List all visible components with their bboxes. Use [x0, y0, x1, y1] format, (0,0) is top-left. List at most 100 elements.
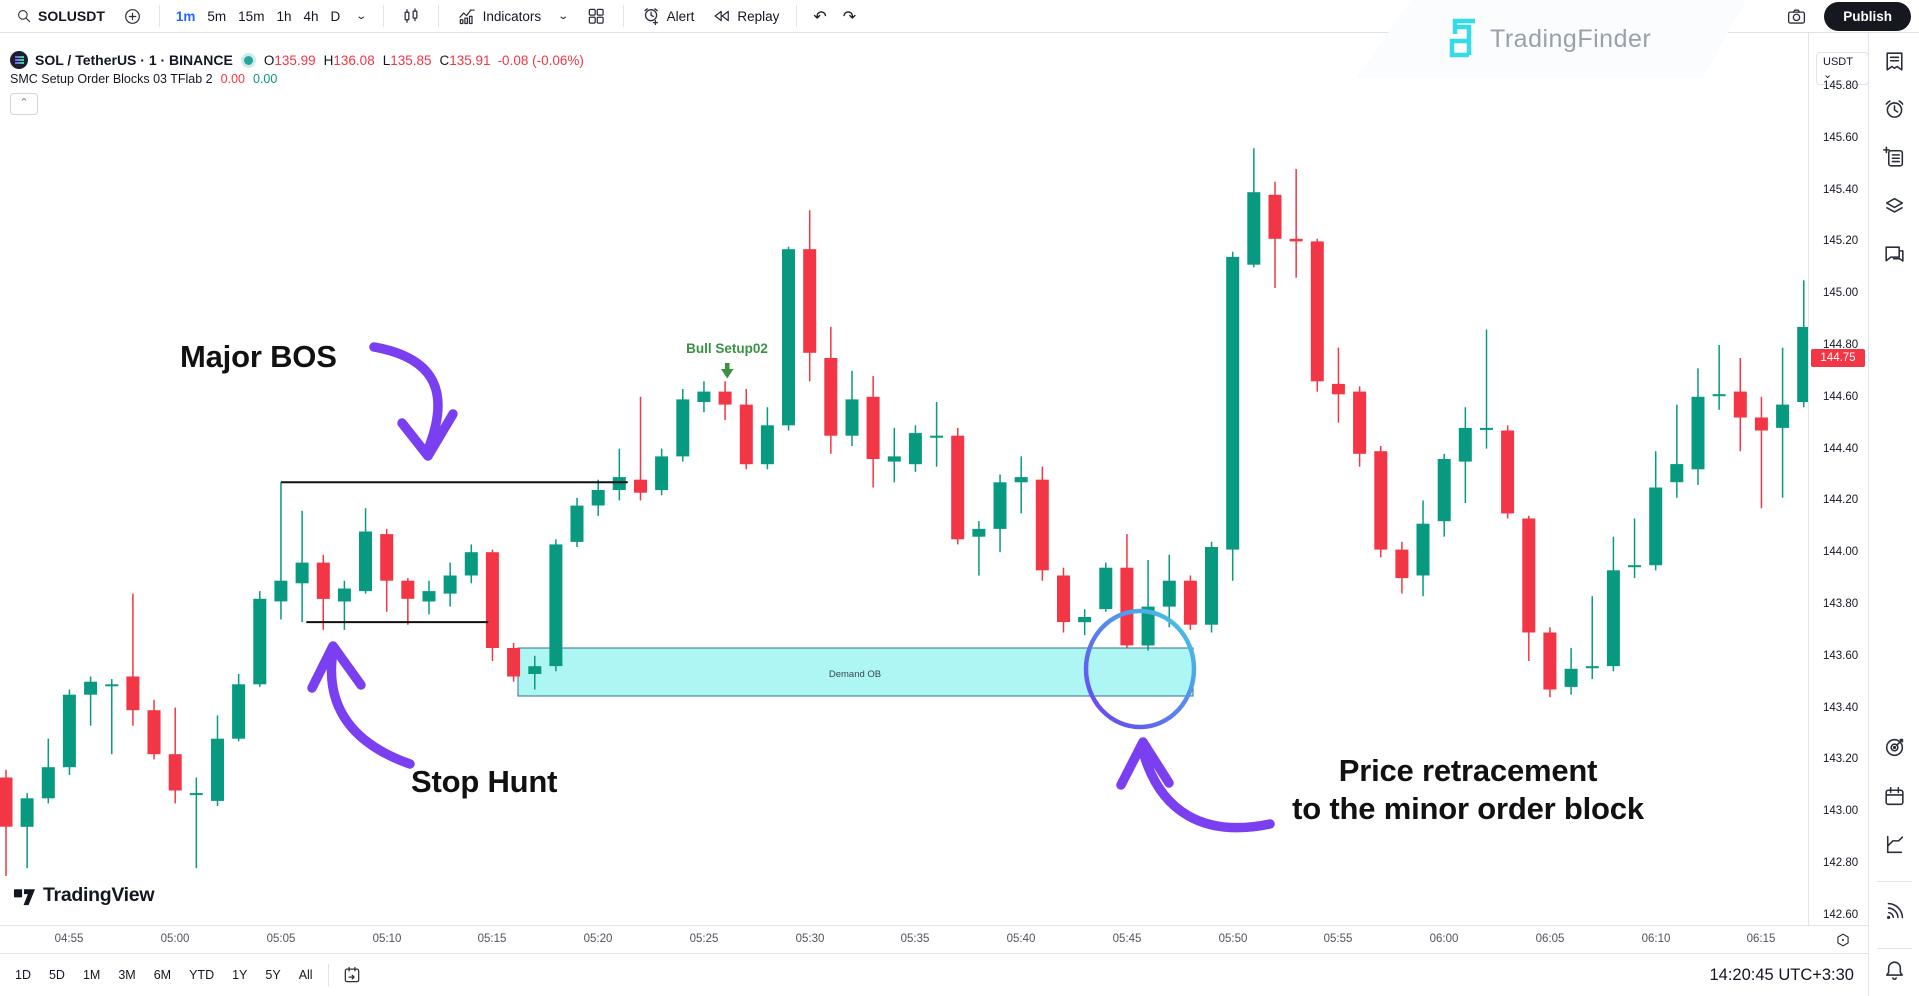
- notifications-bell-icon[interactable]: [1882, 958, 1907, 983]
- clock-timezone: UTC+3:30: [1778, 965, 1854, 984]
- object-tree-layers-icon[interactable]: [1882, 193, 1907, 218]
- indicator-legend-row[interactable]: SMC Setup Order Blocks 03 TFlab 2 0.00 0…: [10, 72, 584, 86]
- ohlc-O: O135.99: [263, 52, 316, 68]
- undo-button[interactable]: ↶: [813, 6, 827, 26]
- chart-style-button[interactable]: [394, 3, 428, 29]
- indicators-templates-button[interactable]: ⌄: [552, 8, 574, 25]
- indicators-button[interactable]: Indicators: [449, 3, 549, 29]
- candle: [1501, 430, 1515, 514]
- price-axis-label: 145.40: [1823, 184, 1859, 196]
- timeframe-4h[interactable]: 4h: [303, 8, 319, 24]
- price-retracement-label: Price retracement to the minor order blo…: [1268, 752, 1668, 828]
- candle: [1099, 567, 1113, 610]
- range-5y-button[interactable]: 5Y: [265, 968, 281, 982]
- go-to-date-button[interactable]: [335, 962, 369, 988]
- candle: [803, 249, 817, 353]
- range-1d-button[interactable]: 1D: [15, 968, 31, 982]
- right-sidebar: [1868, 33, 1919, 996]
- candle: [908, 433, 922, 465]
- screener-target-icon[interactable]: [1882, 735, 1907, 760]
- replay-icon: [714, 10, 730, 22]
- range-3m-button[interactable]: 3M: [118, 968, 136, 982]
- symbol-search-button[interactable]: SOLUSDT: [8, 4, 112, 28]
- alert-label: Alert: [666, 8, 695, 24]
- symbol-legend-row[interactable]: SOL / TetherUS · 1 · BINANCE O135.99 H136…: [10, 51, 584, 69]
- compare-add-button[interactable]: [116, 4, 149, 29]
- price-axis-label: 144.80: [1823, 339, 1859, 351]
- candle: [1733, 391, 1747, 418]
- toolbar-separator: [327, 964, 329, 986]
- candle: [1035, 479, 1049, 571]
- timeframe-15m[interactable]: 15m: [238, 8, 265, 24]
- tradingview-logo[interactable]: TradingView: [13, 884, 155, 907]
- candle: [1522, 518, 1536, 633]
- range-ytd-button[interactable]: YTD: [189, 968, 215, 982]
- timeframe-1h[interactable]: 1h: [276, 8, 292, 24]
- currency-unit-selector[interactable]: USDT ⌄: [1816, 52, 1869, 85]
- range-5d-button[interactable]: 5D: [48, 968, 65, 982]
- range-1y-button[interactable]: 1Y: [232, 968, 248, 982]
- alerts-clock-icon[interactable]: [1882, 97, 1907, 122]
- price-axis-label: 143.00: [1823, 805, 1859, 817]
- candle: [1183, 580, 1197, 625]
- legend-collapse-button[interactable]: ⌃: [10, 93, 38, 115]
- price-axis-label: 145.80: [1823, 80, 1859, 92]
- publish-button[interactable]: Publish: [1824, 1, 1911, 31]
- candle: [105, 684, 119, 687]
- candle: [1628, 565, 1641, 568]
- candle: [1226, 256, 1240, 550]
- candle: [62, 694, 76, 768]
- time-axis[interactable]: 04:55 05:00 05:05 05:10 05:15 05:20 05:25 05:30…: [0, 925, 1868, 954]
- axis-settings-icon[interactable]: [1834, 931, 1852, 949]
- timeframe-D[interactable]: D: [330, 8, 341, 24]
- journal-chart-icon[interactable]: [1882, 832, 1907, 857]
- time-axis-label: 06:05: [1535, 933, 1565, 945]
- candle: [401, 580, 415, 599]
- replay-button[interactable]: Replay: [705, 3, 786, 29]
- range-1m-button[interactable]: 1M: [82, 968, 101, 982]
- bull-setup-marker-icon: [721, 363, 734, 379]
- retracement-highlight-circle: [1083, 608, 1197, 730]
- create-alert-button[interactable]: Alert: [634, 3, 702, 30]
- new-note-icon[interactable]: [1882, 145, 1907, 170]
- retracement-arrow: [1139, 750, 1275, 833]
- clock-time: 14:20:45: [1709, 965, 1774, 984]
- time-axis-label: 05:30: [795, 933, 825, 945]
- watchlist-icon[interactable]: [1882, 49, 1907, 74]
- snapshot-button[interactable]: [1779, 3, 1814, 30]
- candle: [1670, 464, 1684, 483]
- layout-grid-button[interactable]: [579, 3, 613, 29]
- timeframe-menu-button[interactable]: ⌄: [350, 8, 372, 25]
- candle: [697, 391, 711, 402]
- price-axis[interactable]: USDT ⌄ 145.80 145.60 145.40 145.20 145.00 144…: [1808, 33, 1869, 925]
- time-axis-label: 05:55: [1323, 933, 1353, 945]
- range-6m-button[interactable]: 6M: [153, 968, 172, 982]
- indicators-label: Indicators: [482, 8, 542, 24]
- bull-setup-label: Bull Setup02: [686, 341, 768, 356]
- candle: [887, 456, 901, 462]
- candle: [295, 562, 309, 584]
- price-axis-label: 144.60: [1823, 391, 1859, 403]
- indicator-name: SMC Setup Order Blocks 03 TFlab 2: [10, 72, 213, 86]
- plus-circle-icon: [124, 8, 140, 24]
- candle: [993, 482, 1007, 529]
- major-bos-arrowhead-icon: [397, 409, 458, 461]
- data-feed-icon[interactable]: [1882, 899, 1907, 924]
- range-all-button[interactable]: All: [298, 968, 313, 982]
- tradingfinder-logo-icon: [1449, 18, 1475, 58]
- chat-icon[interactable]: [1882, 242, 1907, 267]
- ohlc-C: C135.91: [439, 52, 491, 68]
- calendar-icon[interactable]: [1882, 784, 1907, 809]
- tradingfinder-watermark: TradingFinder: [1356, 0, 1747, 78]
- time-axis-label: 05:50: [1218, 933, 1248, 945]
- market-status-icon[interactable]: [243, 55, 253, 65]
- clock-timezone-button[interactable]: 14:20:45 UTC+3:30: [1710, 966, 1855, 985]
- chart-panel[interactable]: Demand OB SOL / TetherUS · 1 · BINANCE: [0, 33, 1808, 925]
- timeframe-1m[interactable]: 1m: [175, 8, 196, 24]
- time-axis-label: 05:25: [689, 933, 719, 945]
- timeframe-5m[interactable]: 5m: [207, 8, 227, 24]
- candle: [760, 425, 774, 465]
- price-axis-label: 143.40: [1823, 702, 1859, 714]
- candle: [1289, 238, 1303, 242]
- candle: [84, 681, 98, 695]
